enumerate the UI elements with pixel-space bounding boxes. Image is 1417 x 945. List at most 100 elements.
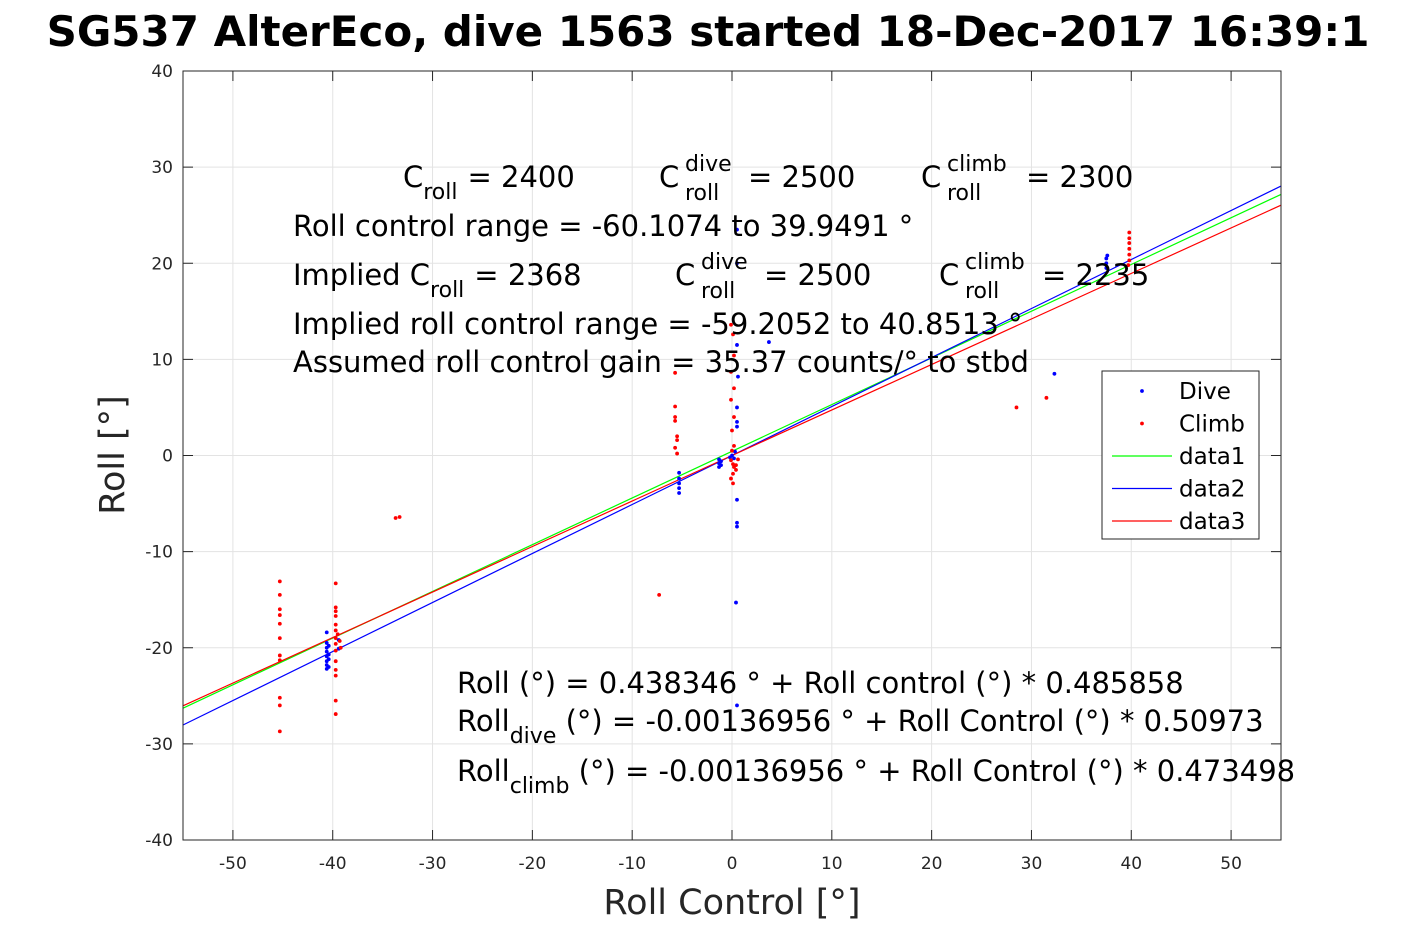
legend-label: data3 xyxy=(1179,509,1245,535)
data-point-climb xyxy=(333,673,338,678)
data-point-climb xyxy=(734,463,738,468)
data-point-climb xyxy=(731,481,735,486)
data-point-climb xyxy=(1127,246,1132,251)
c-roll-dive-sub: roll xyxy=(685,181,719,206)
data-point-dive xyxy=(767,340,771,344)
fit-climb-text: Rollclimb (°) = -0.00136956 ° + Roll Con… xyxy=(457,754,1295,799)
c-roll-dive-sup: dive xyxy=(685,152,732,177)
data-point-dive xyxy=(1104,266,1109,270)
svg-text:Implied Croll= 2368: Implied Croll = 2368 xyxy=(293,258,582,303)
data-point-climb xyxy=(333,698,338,703)
data-point-climb xyxy=(333,659,338,664)
c-roll-climb-base: C xyxy=(921,160,941,194)
data-point-dive xyxy=(324,630,329,635)
data-point-climb xyxy=(673,418,678,423)
data-points xyxy=(277,227,1132,734)
data-point-climb xyxy=(732,443,736,448)
data-point-climb xyxy=(333,581,338,586)
data-point-climb xyxy=(673,404,678,409)
data-point-climb xyxy=(335,632,340,637)
y-tick-label: 20 xyxy=(151,254,173,274)
data-point-climb xyxy=(675,434,679,439)
legend-marker-climb xyxy=(1140,421,1144,426)
chart-title: SG537 AlterEco, dive 1563 started 18-Dec… xyxy=(47,7,1370,56)
data-point-climb xyxy=(736,457,740,462)
implied-c-roll-dive-base: C xyxy=(675,258,695,292)
data-point-climb xyxy=(277,653,282,658)
data-point-climb xyxy=(1044,395,1049,400)
annotation-c-roll: Croll = 2400 xyxy=(403,160,575,205)
fit-dive-rest: (°) = -0.00136956 ° + Roll Control (°) *… xyxy=(556,704,1263,738)
implied-c-roll-value: = 2368 xyxy=(474,258,581,292)
data-point-climb xyxy=(333,605,338,610)
implied-c-roll-prefix: Implied C xyxy=(293,258,430,292)
data-point-climb xyxy=(277,636,282,641)
c-roll-sub: roll xyxy=(423,180,457,205)
data-point-climb xyxy=(1127,230,1132,235)
x-axis-label: Roll Control [°] xyxy=(603,883,860,923)
y-tick-label: -20 xyxy=(145,639,173,659)
c-roll-climb-sub: roll xyxy=(947,181,981,206)
c-roll-climb-value: = 2300 xyxy=(1026,160,1133,194)
data-point-dive xyxy=(735,424,739,429)
data-point-climb xyxy=(397,515,402,519)
data-point-climb xyxy=(1127,258,1132,263)
data-point-dive xyxy=(736,374,740,379)
fit-dive-text: Rolldive (°) = -0.00136956 ° + Roll Cont… xyxy=(457,704,1264,749)
data-point-climb xyxy=(333,622,338,627)
implied-c-roll-climb-sup: climb xyxy=(965,250,1025,275)
data-point-climb xyxy=(333,642,338,646)
data-point-climb xyxy=(1126,263,1131,268)
fit-dive-base: Roll xyxy=(457,704,510,738)
axis-ticks: -50 -40 -30 -20 -10 0 10 20 30 40 50 -40 -30 -20 -10 0 1… xyxy=(145,62,1281,874)
fit-climb-rest: (°) = -0.00136956 ° + Roll Control (°) *… xyxy=(569,754,1295,788)
data-point-climb xyxy=(732,353,736,358)
data-point-dive xyxy=(735,703,739,708)
annotation-c-roll-dive: C dive roll = 2500 xyxy=(659,152,855,206)
x-tick-label: -50 xyxy=(219,854,247,874)
implied-c-roll-sub: roll xyxy=(430,278,464,303)
data-point-climb xyxy=(657,592,662,597)
data-point-climb xyxy=(673,415,678,419)
data-point-climb xyxy=(333,614,338,618)
implied-c-roll-climb-sub: roll xyxy=(965,279,999,304)
data-point-climb xyxy=(734,468,738,472)
legend-label: data2 xyxy=(1179,477,1245,503)
data-point-dive xyxy=(732,456,736,461)
implied-c-roll-climb-base: C xyxy=(939,258,959,292)
data-point-dive xyxy=(326,665,331,669)
legend-label: data1 xyxy=(1179,444,1245,470)
data-point-dive xyxy=(734,600,738,605)
data-point-dive xyxy=(324,649,329,654)
x-tick-label: 50 xyxy=(1220,854,1242,874)
legend-box xyxy=(1101,370,1260,540)
data-point-dive xyxy=(677,491,681,495)
data-point-climb xyxy=(673,370,678,375)
data-point-dive xyxy=(677,481,681,486)
data-point-dive xyxy=(677,470,681,475)
data-point-climb xyxy=(1014,405,1019,410)
data-point-dive xyxy=(735,419,739,424)
svg-text:Croll= 2400: Croll = 2400 xyxy=(403,160,575,205)
fit-climb-base: Roll xyxy=(457,754,510,788)
legend-label: Climb xyxy=(1179,412,1245,438)
implied-c-roll-dive-sup: dive xyxy=(701,250,748,275)
data-point-dive xyxy=(1052,371,1057,376)
annotation-implied-c-roll-climb: C climb roll = 2235 xyxy=(939,250,1149,304)
data-point-dive xyxy=(735,227,739,232)
data-point-climb xyxy=(333,628,338,633)
data-point-dive xyxy=(677,476,681,481)
data-point-climb xyxy=(333,712,338,716)
data-point-climb xyxy=(337,639,342,643)
data-point-climb xyxy=(732,415,736,419)
fit-dive-sub: dive xyxy=(510,724,557,749)
y-tick-label: -10 xyxy=(145,543,173,563)
data-point-dive xyxy=(733,449,737,454)
data-point-climb xyxy=(732,386,736,391)
data-point-climb xyxy=(729,322,733,327)
data-point-climb xyxy=(1127,236,1132,241)
data-point-dive xyxy=(326,657,331,662)
implied-c-roll-climb-value: = 2235 xyxy=(1042,258,1149,292)
data-point-dive xyxy=(735,520,739,525)
data-point-dive xyxy=(326,643,331,648)
